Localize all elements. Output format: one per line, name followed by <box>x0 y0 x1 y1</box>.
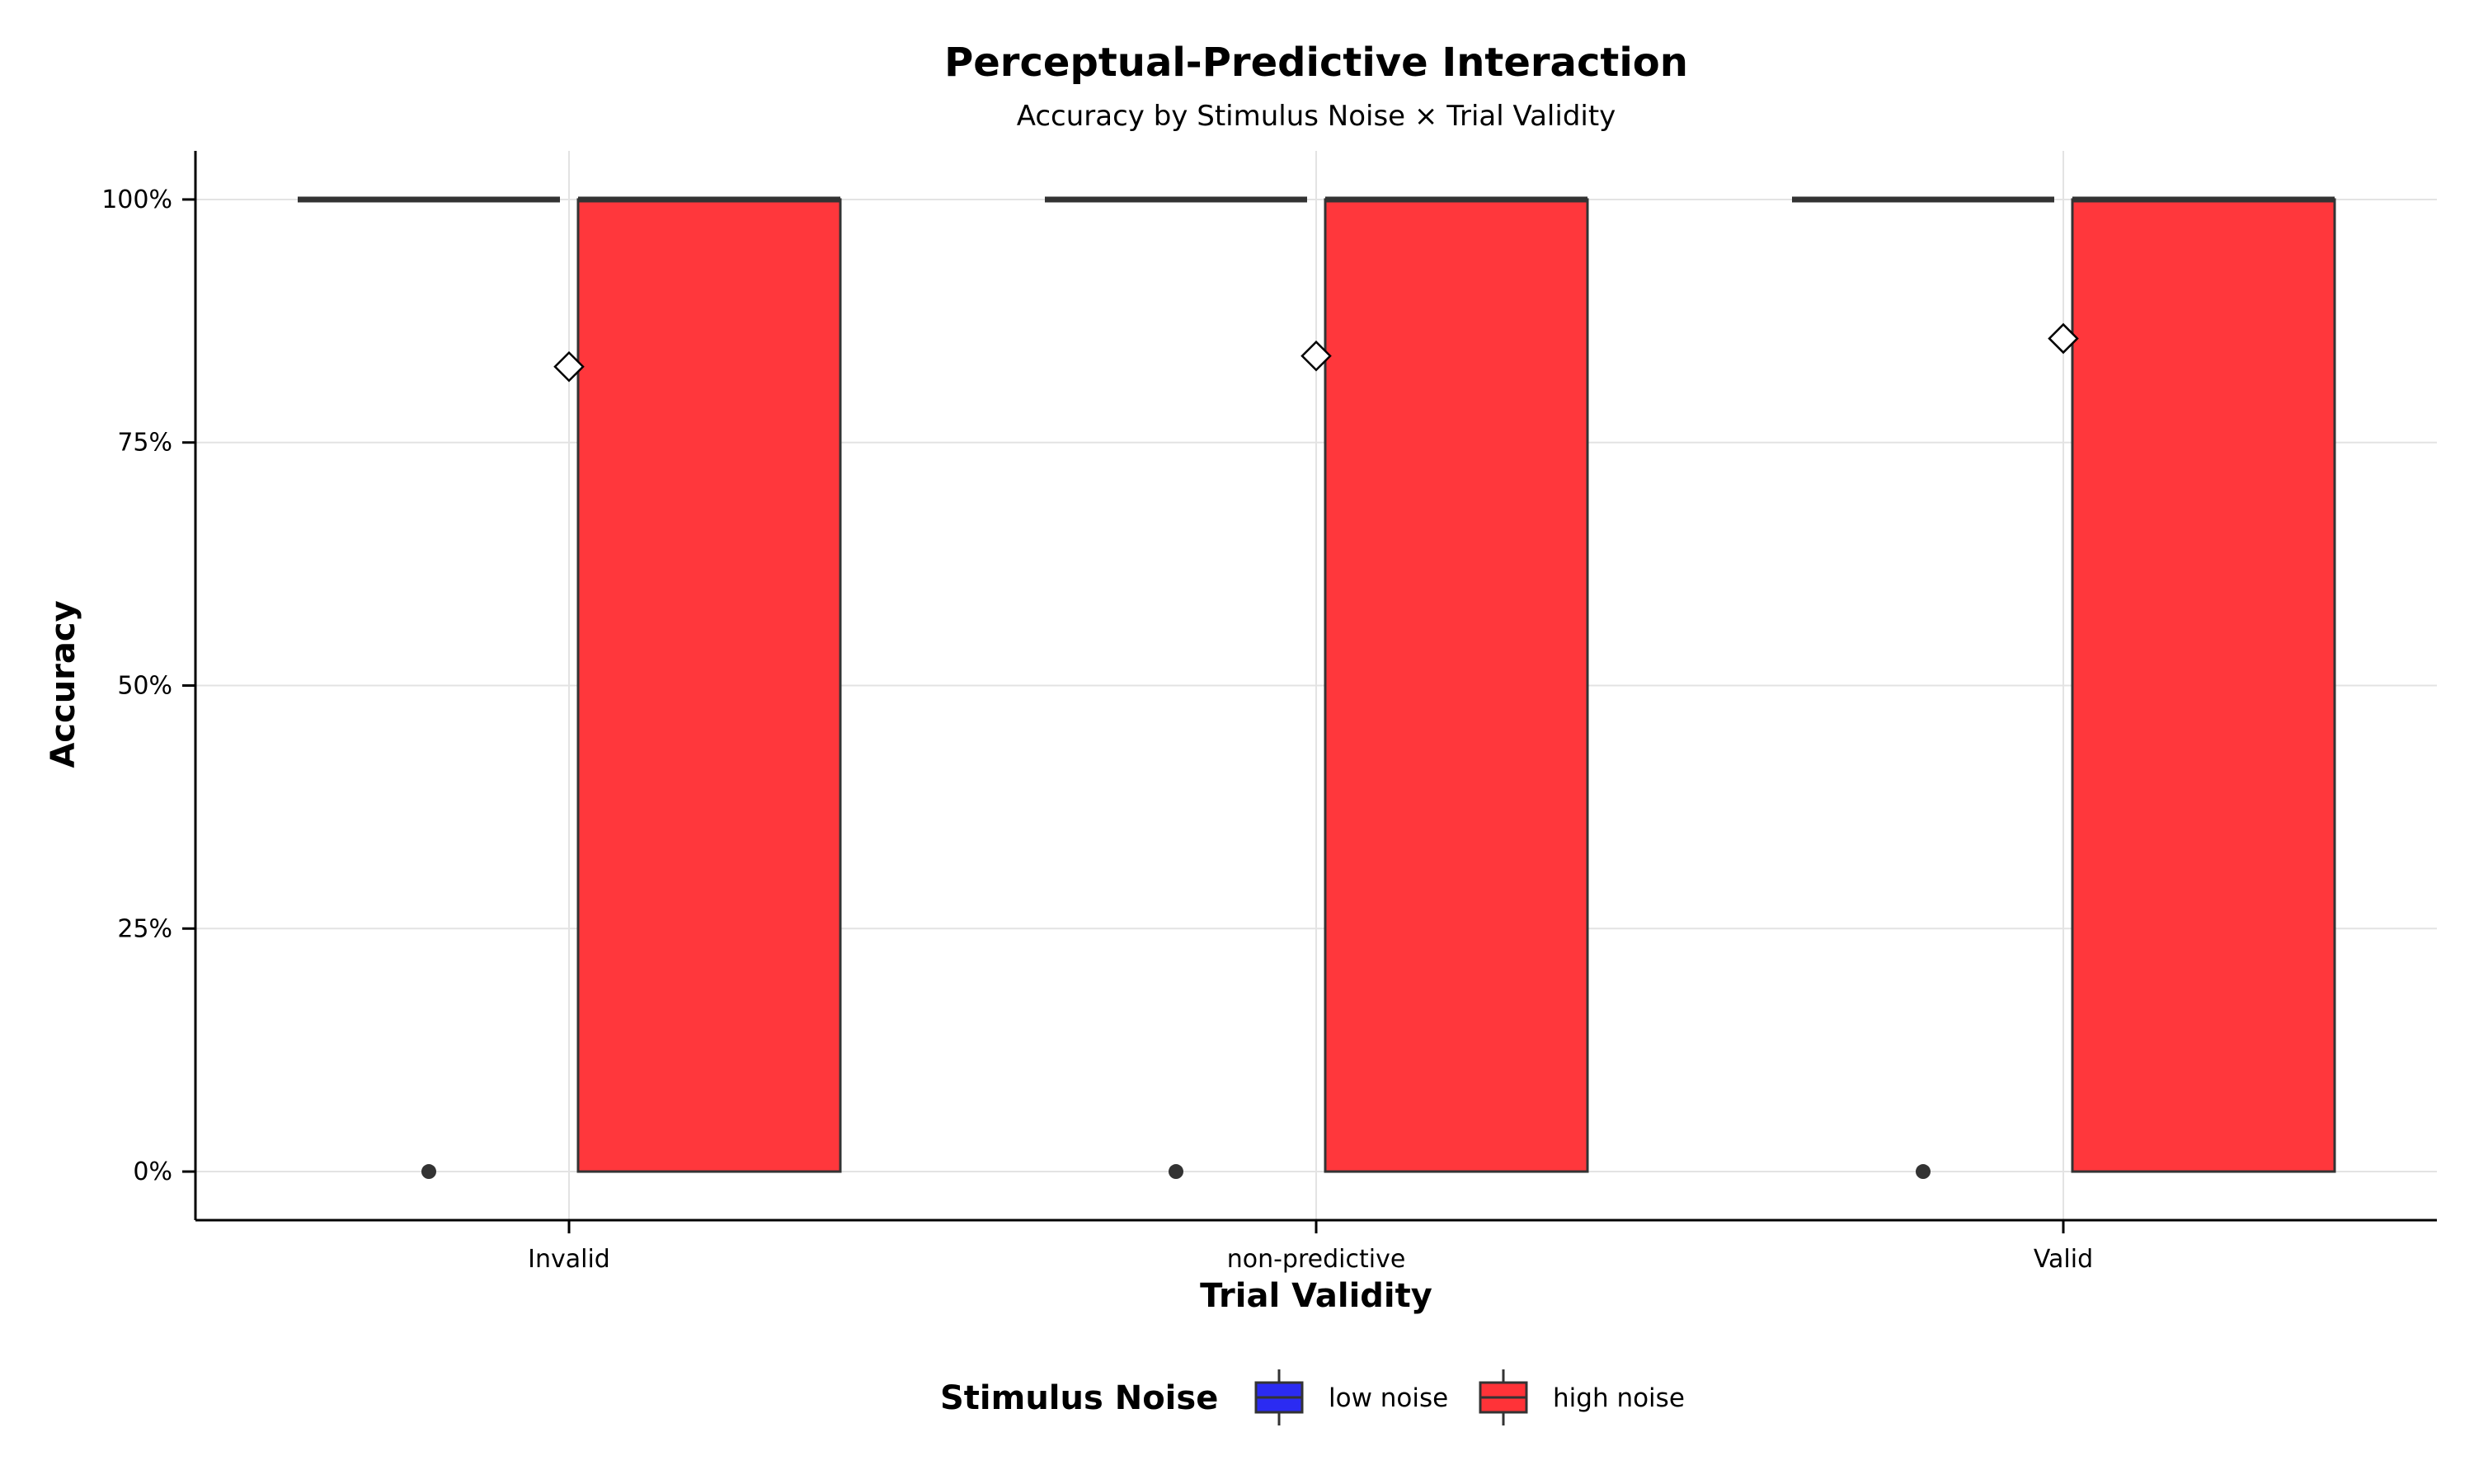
y-tick-label: 100% <box>101 186 172 214</box>
axes: 0% 25% 50% 75% 100% Invalid non-predictive Vali… <box>101 151 2437 1274</box>
box-outlier <box>1169 1164 1183 1180</box>
chart-subtitle: Accuracy by Stimulus Noise × Trial Valid… <box>1017 100 1616 133</box>
chart-title: Perceptual-Predictive Interaction <box>944 40 1688 86</box>
y-tick-label: 0% <box>133 1158 172 1186</box>
x-tick-label: Valid <box>2034 1245 2093 1274</box>
y-tick-label: 25% <box>117 914 172 943</box>
box-body <box>576 198 842 1173</box>
y-tick-label: 75% <box>117 429 172 458</box>
y-tick-label: 50% <box>117 672 172 701</box>
mean-marker <box>1300 340 1332 372</box>
legend-label: low noise <box>1329 1383 1448 1413</box>
box-outlier <box>421 1164 436 1180</box>
x-axis-title: Trial Validity <box>1200 1277 1432 1315</box>
box-body <box>1324 198 1589 1173</box>
grid-lines <box>195 151 2437 1220</box>
mean-marker <box>2048 322 2079 355</box>
y-axis-title: Accuracy <box>45 600 82 768</box>
legend-title: Stimulus Noise <box>940 1379 1218 1417</box>
box-body <box>2071 198 2336 1173</box>
mean-marker <box>553 350 585 383</box>
legend: Stimulus Noise low noise high noise <box>940 1369 1685 1425</box>
legend-label: high noise <box>1553 1383 1685 1413</box>
plot-marks <box>298 196 2336 1180</box>
x-tick-label: Invalid <box>528 1245 610 1274</box>
box-outlier <box>1916 1164 1931 1180</box>
x-tick-label: non-predictive <box>1227 1245 1406 1274</box>
